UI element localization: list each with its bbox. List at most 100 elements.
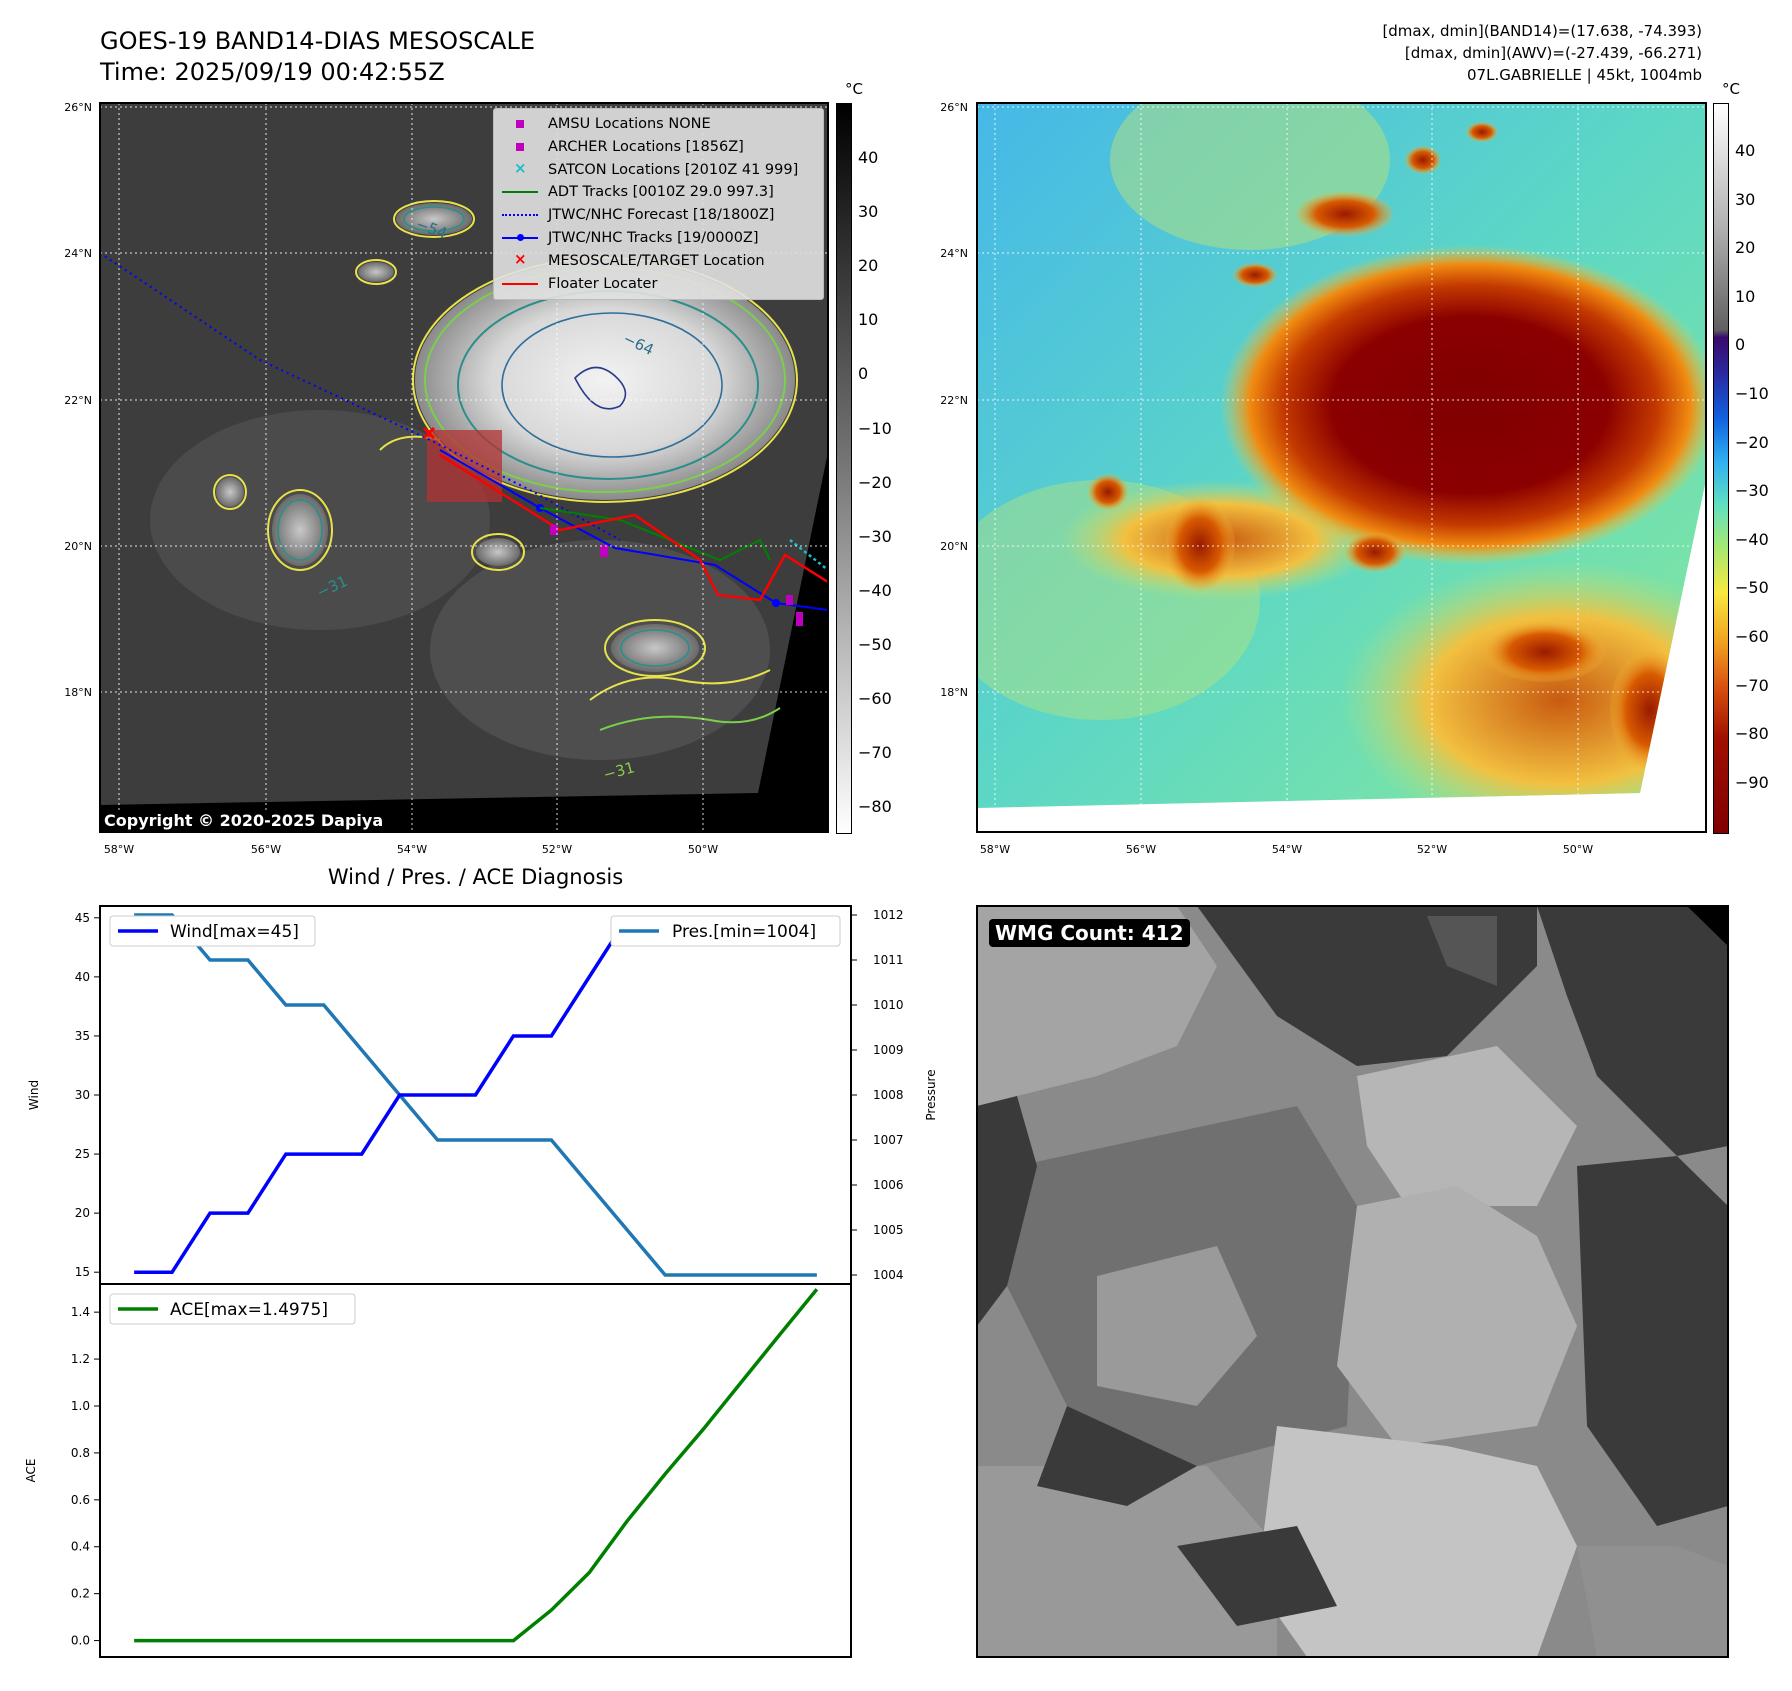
legend-item: × SATCON Locations [2010Z 41 999] — [502, 158, 799, 180]
lon-tick: 54°W — [397, 843, 427, 856]
colorbar-tick: 30 — [858, 202, 879, 222]
lat-tick: 24°N — [940, 247, 968, 260]
legend-label: JTWC/NHC Tracks [19/0000Z] — [548, 230, 759, 246]
legend-item: ARCHER Locations [1856Z] — [502, 137, 744, 157]
diag-title: Wind / Pres. / ACE Diagnosis — [327, 865, 624, 889]
legend-item: AMSU Locations NONE — [502, 114, 711, 134]
map-legend: AMSU Locations NONE ARCHER Locations [185… — [493, 108, 824, 300]
colorbar-tick: 10 — [1735, 286, 1756, 306]
adt-track — [539, 507, 771, 562]
colorbar-tick: 30 — [1735, 189, 1756, 209]
lat-tick: 26°N — [64, 101, 92, 114]
ace-y-tick-label: 0.8 — [71, 1446, 90, 1460]
lon-tick: 52°W — [1417, 843, 1447, 856]
legend-label: AMSU Locations NONE — [548, 116, 711, 132]
figure-title: GOES-19 BAND14-DIAS MESOSCALE — [100, 27, 536, 55]
colorbar-tick: −30 — [1735, 481, 1769, 501]
y-tick-label: 15 — [75, 1265, 90, 1279]
y-tick-label: 45 — [75, 911, 90, 925]
legend-marker: × — [514, 249, 527, 268]
lat-tick: 18°N — [64, 686, 92, 699]
ace-y-tick-label: 0.4 — [71, 1540, 90, 1554]
ace-y-tick-label: 0.0 — [71, 1634, 90, 1648]
colorbar-tick: −20 — [858, 472, 892, 492]
colorbar-tick: −70 — [1735, 675, 1769, 695]
diag-bottom-panel — [99, 1283, 852, 1658]
legend-item: × MESOSCALE/TARGET Location — [502, 249, 765, 271]
y-tick-label: 25 — [75, 1147, 90, 1161]
figure-time: Time: 2025/09/19 00:42:55Z — [100, 58, 445, 86]
y2-tick-label: 1012 — [873, 908, 904, 922]
lon-tick: 56°W — [1126, 843, 1156, 856]
lon-tick: 54°W — [1272, 843, 1302, 856]
y-tick-label: 20 — [75, 1206, 90, 1220]
legend-label: JTWC/NHC Forecast [18/1800Z] — [548, 207, 775, 224]
ace-legend-label: ACE[max=1.4975] — [170, 1300, 328, 1320]
legend-item: JTWC/NHC Forecast [18/1800Z] — [502, 205, 774, 225]
colorbar-tick: 0 — [858, 364, 869, 384]
legend-item: JTWC/NHC Tracks [19/0000Z] — [502, 228, 759, 248]
colorbar-tick: −80 — [858, 797, 892, 817]
colorbar-tick: 20 — [858, 256, 879, 276]
info-line-2: [dmax, dmin](AWV)=(-27.439, -66.271) — [1404, 44, 1702, 62]
lat-tick: 26°N — [940, 101, 968, 114]
y-axis-label: Wind — [27, 1080, 41, 1110]
wmg-image — [976, 905, 1729, 1658]
legend-item: Floater Locater — [502, 274, 657, 294]
lon-tick: 58°W — [980, 843, 1010, 856]
y2-tick-label: 1008 — [873, 1088, 904, 1102]
colorbar-tick: −50 — [858, 634, 892, 654]
pres-legend-label: Pres.[min=1004] — [672, 922, 816, 942]
diagnosis-chart: 15 20 25 30 35 40 45 1004 1005 1006 1007 1008 1009 10… — [24, 905, 938, 1658]
y2-tick-label: 1007 — [873, 1133, 904, 1147]
y2-tick-label: 1010 — [873, 998, 904, 1012]
ace-y-tick-label: 0.2 — [71, 1587, 90, 1601]
colorbar-tick: −50 — [1735, 578, 1769, 598]
colorbar-tick: −40 — [1735, 529, 1769, 549]
jtwc-track — [439, 449, 828, 611]
legend-label: Floater Locater — [548, 275, 658, 292]
y2-axis-label: Pressure — [924, 1069, 938, 1120]
lat-tick: 18°N — [940, 686, 968, 699]
lon-tick: 58°W — [104, 843, 134, 856]
lon-tick: 50°W — [1563, 843, 1593, 856]
y2-tick-label: 1005 — [873, 1223, 904, 1237]
floater-box — [427, 430, 502, 502]
legend-marker: × — [514, 158, 527, 177]
ace-y-tick-label: 1.2 — [71, 1352, 90, 1366]
gray-colorbar-unit: °C — [845, 80, 863, 98]
colorbar-tick: 20 — [1735, 238, 1756, 258]
legend-marker — [502, 277, 538, 291]
lat-tick: 20°N — [940, 540, 968, 553]
colorbar-tick: 40 — [1735, 141, 1756, 160]
pres-legend-box — [610, 915, 841, 947]
y-tick-label: 40 — [75, 970, 90, 984]
legend-label: ARCHER Locations [1856Z] — [548, 138, 744, 155]
colorbar-tick: −80 — [1735, 724, 1769, 744]
legend-label: SATCON Locations [2010Z 41 999] — [548, 161, 799, 178]
colorbar-tick: −70 — [858, 743, 892, 763]
legend-marker — [502, 208, 538, 222]
colorbar-tick: −20 — [1735, 432, 1769, 452]
copyright-badge: Copyright © 2020-2025 Dapiya — [100, 810, 388, 831]
lat-tick: 22°N — [940, 394, 968, 407]
colorbar-tick: −60 — [1735, 627, 1769, 646]
ace-legend-box — [109, 1293, 356, 1325]
colorbar-tick: −90 — [1735, 772, 1769, 792]
lon-tick: 50°W — [688, 843, 718, 856]
pressure-line — [134, 913, 817, 1277]
y-tick-label: 30 — [75, 1088, 90, 1102]
lat-tick: 24°N — [64, 247, 92, 260]
colorbar-tick: 40 — [858, 148, 879, 167]
color-colorbar-unit: °C — [1722, 80, 1740, 98]
colorbar-tick: −60 — [858, 689, 892, 708]
wind-legend-box — [109, 915, 316, 947]
ace-y-tick-label: 0.6 — [71, 1493, 90, 1507]
ace-y-tick-label: 1.4 — [71, 1305, 90, 1319]
colorbar-tick: 0 — [1735, 335, 1746, 355]
lon-tick: 56°W — [251, 843, 281, 856]
lat-tick: 20°N — [64, 540, 92, 553]
ace-axis-label: ACE — [24, 1459, 38, 1483]
legend-label: MESOSCALE/TARGET Location — [548, 252, 765, 269]
